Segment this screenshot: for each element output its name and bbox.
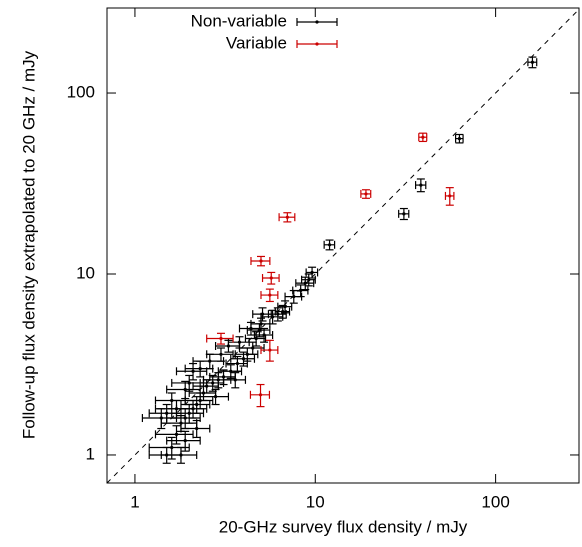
point	[530, 60, 535, 64]
point	[170, 445, 174, 450]
point	[327, 243, 332, 247]
point	[421, 135, 425, 139]
legend-label: Variable	[226, 33, 287, 52]
point	[179, 421, 183, 425]
point	[174, 432, 179, 436]
point	[258, 393, 263, 397]
legend-label: Non-variable	[191, 11, 287, 30]
point	[448, 194, 452, 198]
point	[241, 357, 246, 361]
point	[183, 416, 187, 420]
point	[307, 278, 311, 282]
point	[233, 378, 237, 382]
y-tick-label: 10	[76, 263, 95, 282]
x-tick-label: 1	[130, 492, 139, 511]
point	[402, 212, 406, 216]
point	[237, 340, 242, 344]
point	[198, 367, 202, 371]
point	[249, 326, 253, 331]
x-tick-label: 100	[481, 492, 509, 511]
point	[191, 369, 195, 373]
point	[195, 426, 199, 431]
point	[213, 395, 218, 399]
x-tick-label: 10	[306, 492, 325, 511]
point	[219, 336, 223, 341]
point	[170, 398, 174, 403]
legend-dot	[315, 20, 319, 24]
point	[268, 293, 272, 297]
point	[419, 183, 423, 187]
point	[285, 215, 289, 219]
reference-line	[106, 8, 580, 484]
point	[457, 136, 462, 141]
point	[211, 381, 215, 385]
point	[364, 192, 368, 196]
point	[269, 276, 273, 280]
point	[174, 407, 179, 411]
point	[259, 259, 263, 263]
point	[183, 439, 187, 443]
y-tick-label: 1	[86, 444, 95, 463]
point	[268, 348, 272, 352]
point	[251, 346, 255, 350]
y-axis-label: Follow-up flux density extrapolated to 2…	[19, 50, 38, 439]
point	[183, 387, 187, 392]
point	[299, 288, 303, 293]
point	[208, 359, 212, 363]
point	[187, 411, 191, 415]
point	[159, 416, 163, 420]
point	[165, 411, 169, 415]
plot-frame	[106, 7, 580, 484]
y-tick-label: 100	[67, 83, 95, 102]
point	[235, 361, 240, 366]
point	[292, 295, 296, 299]
point	[257, 328, 262, 332]
legend-dot	[315, 42, 319, 46]
point	[179, 453, 183, 457]
point	[281, 309, 285, 314]
point	[262, 333, 266, 337]
x-axis-label: 20-GHz survey flux density / mJy	[219, 517, 468, 536]
point	[245, 352, 249, 356]
point	[187, 381, 191, 385]
point	[303, 281, 307, 285]
point	[219, 352, 223, 356]
point	[216, 378, 220, 382]
point	[195, 402, 199, 407]
point	[254, 336, 258, 341]
point	[310, 270, 314, 275]
point	[260, 312, 265, 316]
point	[276, 312, 280, 316]
